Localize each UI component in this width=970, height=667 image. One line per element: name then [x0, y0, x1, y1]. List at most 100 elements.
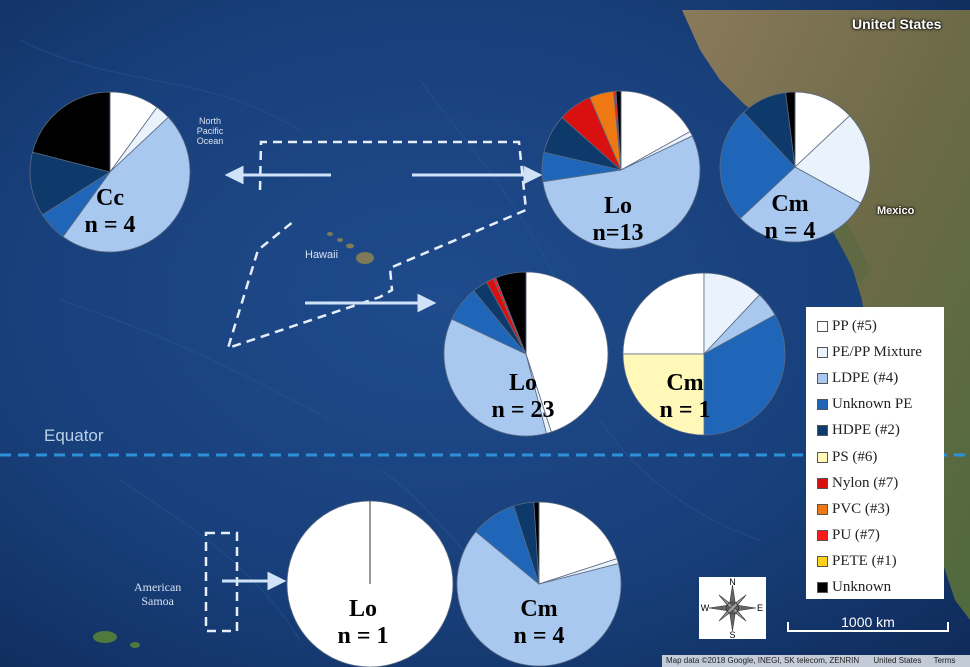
attribution-data: Map data ©2018 Google, INEGI, SK telecom… [666, 656, 860, 665]
pie-slice-3-unknown [785, 91, 796, 168]
pie-n-lo-1: n = 1 [337, 623, 389, 649]
north-america-landmass [682, 10, 970, 620]
pie-slice-1-unknown [32, 91, 111, 173]
legend-swatch [817, 372, 828, 384]
arrow-to-samoa-pies [267, 571, 287, 591]
legend-swatch [817, 346, 828, 358]
pie-label-lo-1: Lo n = 1 [313, 596, 413, 650]
legend-label: LDPE (#4) [832, 369, 899, 386]
compass-e: E [757, 603, 763, 613]
map-attribution: Map data ©2018 Google, INEGI, SK telecom… [662, 655, 970, 667]
pie-slice-5-unknown-pe [703, 314, 786, 436]
pie-slice-7-unknown [533, 501, 540, 585]
scale-bar-line [787, 622, 949, 632]
legend-label: Unknown [832, 579, 892, 596]
compass-n: N [729, 577, 736, 587]
legend-swatch [817, 530, 828, 542]
legend-item: PE/PP Mixture [817, 339, 944, 365]
legend-item: Unknown [817, 575, 944, 601]
legend-label: Unknown PE [832, 396, 913, 413]
attribution-terms[interactable]: Terms [933, 656, 956, 665]
legend-item: PVC (#3) [817, 496, 944, 522]
pie-slice-2-pp-5 [620, 90, 691, 171]
legend-swatch [817, 477, 828, 489]
pie-n-lo-13: n=13 [592, 220, 644, 246]
pie-slice-4-ldpe-4 [443, 318, 547, 437]
legend-label: HDPE (#2) [832, 422, 900, 439]
legend-swatch [817, 425, 828, 437]
pie-slice-3-unknown-pe [719, 111, 796, 219]
pie-slice-3-pp-5 [794, 91, 851, 168]
scale-bar-label: 1000 km [841, 614, 895, 630]
pie-n-lo-23: n = 23 [491, 397, 555, 423]
compass-w: W [701, 603, 710, 613]
legend-swatch [817, 320, 828, 332]
pie-slice-3-ldpe-4 [739, 166, 862, 243]
pie-slice-1-ldpe-4 [62, 116, 191, 253]
sampling-region-outline [226, 140, 528, 350]
pie-label-cm-4-south: Cm n = 4 [489, 596, 589, 650]
pie-slice-4-unknown [495, 271, 527, 355]
pie-species-cm-4-south: Cm [520, 596, 558, 622]
pie-slice-2-ldpe-4 [542, 135, 701, 250]
compass-s: S [729, 630, 735, 639]
compass-icon: N E S W [701, 577, 763, 639]
arrow-to-lo23-pie [417, 293, 437, 313]
pie-n-cc: n = 4 [84, 212, 136, 238]
legend-item: PETE (#1) [817, 549, 944, 575]
pie-slice-5-pe-pp-mixture [703, 272, 761, 356]
legend-item: PS (#6) [817, 444, 944, 470]
arrow-to-lo13-pie [523, 165, 543, 185]
legend-item: HDPE (#2) [817, 418, 944, 444]
pie-slice-4-pp-5 [525, 271, 609, 433]
pie-label-cm-4-north: Cm n = 4 [740, 191, 840, 245]
equator-label: Equator [44, 426, 104, 445]
hawaii-label: Hawaii [305, 249, 339, 261]
legend-item: Nylon (#7) [817, 470, 944, 496]
legend-item: PU (#7) [817, 523, 944, 549]
pie-species-cc: Cc [96, 185, 124, 211]
arrow-to-cc-pie [224, 165, 244, 185]
pie-slice-1-hdpe-2 [29, 151, 111, 216]
pie-n-cm-4-south: n = 4 [513, 623, 565, 649]
legend-label: PS (#6) [832, 448, 878, 465]
legend-item: Unknown PE [817, 392, 944, 418]
samoa-islands [93, 631, 140, 648]
pie-n-cm-4-north: n = 4 [764, 218, 816, 244]
legend: PP (#5) PE/PP Mixture LDPE (#4) Unknown … [806, 307, 944, 599]
legend-item: PP (#5) [817, 313, 944, 339]
pie-slice-5-pp-5 [622, 272, 705, 355]
legend-swatch [817, 451, 828, 463]
legend-label: PVC (#3) [832, 500, 890, 517]
pie-label-lo-23: Lo n = 23 [473, 370, 573, 424]
legend-label: PETE (#1) [832, 553, 897, 570]
arrows [222, 165, 543, 591]
north-pacific-label: North Pacific Ocean [196, 116, 224, 146]
american-samoa-label: American Samoa [134, 580, 182, 608]
pie-slice-2-unknown [615, 90, 622, 171]
scale-bar: 1000 km [786, 614, 950, 634]
united-states-label: United States [852, 16, 942, 32]
legend-swatch [817, 556, 828, 568]
pie-label-cc: Cc n = 4 [60, 185, 160, 239]
pie-n-cm-1: n = 1 [659, 397, 711, 423]
legend-swatch [817, 503, 828, 515]
legend-swatch [817, 399, 828, 411]
mexico-label: Mexico [877, 205, 915, 217]
pie-label-cm-1: Cm n = 1 [635, 370, 735, 424]
pie-species-cm-4-north: Cm [771, 191, 809, 217]
pie-slice-7-pp-5 [538, 501, 618, 585]
hawaiian-islands [327, 232, 374, 264]
attribution-region: United States [873, 656, 922, 665]
pie-slice-7-ldpe-4 [456, 531, 622, 667]
legend-label: PE/PP Mixture [832, 343, 922, 360]
legend-label: Nylon (#7) [832, 474, 899, 491]
compass-rose: N E S W [699, 577, 766, 639]
pie-slice-5-ps-6 [622, 353, 705, 436]
legend-label: PP (#5) [832, 317, 877, 334]
pie-species-cm-1: Cm [666, 370, 704, 396]
pie-species-lo-23: Lo [508, 370, 537, 396]
pie-charts [29, 90, 871, 667]
pie-label-lo-13: Lo n=13 [568, 193, 668, 247]
